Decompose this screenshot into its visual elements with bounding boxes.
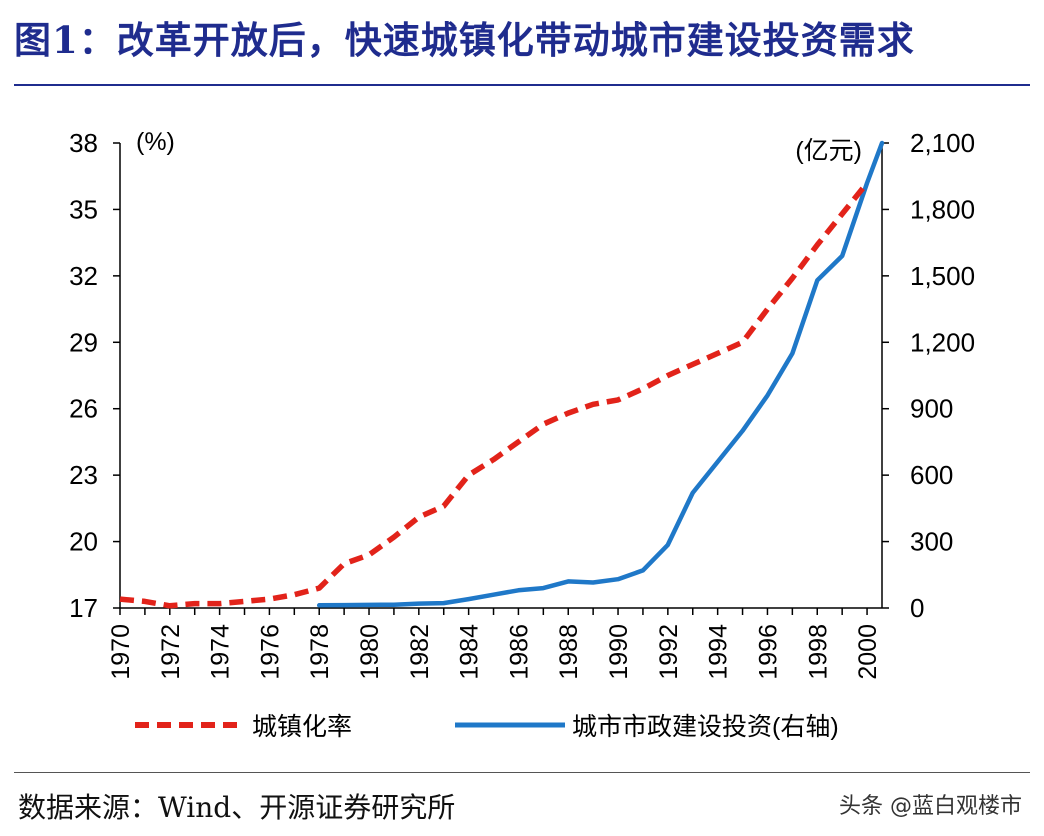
y-right-tick-label: 300 <box>910 527 953 557</box>
y-left-tick-label: 17 <box>69 593 98 623</box>
y-right-tick-label: 600 <box>910 460 953 490</box>
x-tick-label: 1998 <box>804 624 832 680</box>
x-tick-label: 1982 <box>406 624 434 680</box>
x-tick-label: 1970 <box>107 624 135 680</box>
x-tick-label: 1988 <box>555 624 583 680</box>
x-tick-label: 1976 <box>256 624 284 680</box>
chart-title: 图1：改革开放后，快速城镇化带动城市建设投资需求 <box>14 18 915 62</box>
y-left-tick-label: 29 <box>69 327 98 357</box>
x-tick-label: 1974 <box>207 624 235 680</box>
series-line-investment <box>316 140 885 608</box>
tick-marks <box>113 142 889 615</box>
y-left-tick-label: 20 <box>69 527 98 557</box>
y-axis-left-ticks: 38 35 32 29 26 23 20 17 <box>69 128 98 623</box>
legend-label-investment: 城市市政建设投资(右轴) <box>572 713 839 741</box>
y-left-tick-label: 38 <box>69 128 98 158</box>
footer-rule <box>14 772 1030 773</box>
y-left-tick-label: 23 <box>69 460 98 490</box>
x-tick-label: 1980 <box>356 624 384 680</box>
y-right-tick-label: 900 <box>910 394 953 424</box>
x-tick-label: 1972 <box>157 624 185 680</box>
y-right-tick-label: 1,200 <box>910 327 975 357</box>
y-left-tick-label: 26 <box>69 394 98 424</box>
legend-label-urbanization: 城镇化率 <box>252 713 352 741</box>
x-tick-label: 1996 <box>754 624 782 680</box>
y-left-tick-label: 35 <box>69 194 98 224</box>
x-tick-label: 1986 <box>505 624 533 680</box>
x-tick-label: 2000 <box>854 624 882 680</box>
series-line-urbanization <box>119 181 870 609</box>
x-tick-label: 1984 <box>456 624 484 680</box>
plot-frame <box>119 143 883 609</box>
x-axis-ticks: 1970 1972 1974 1976 1978 1980 1982 1984 1986 1988… <box>107 624 882 680</box>
x-tick-label: 1994 <box>705 624 733 680</box>
y-left-tick-label: 32 <box>69 261 98 291</box>
title-rule <box>14 84 1030 86</box>
watermark: 头条 @蓝白观楼市 <box>839 794 1022 819</box>
series-layer <box>119 140 885 609</box>
legend: 城镇化率 城市市政建设投资(右轴) <box>135 713 839 741</box>
y-right-tick-label: 1,500 <box>910 261 975 291</box>
x-tick-label: 1992 <box>655 624 683 680</box>
source-note: 数据来源：Wind、开源证券研究所 <box>18 791 456 824</box>
y-right-tick-label: 0 <box>910 593 924 623</box>
y-right-tick-label: 2,100 <box>910 128 975 158</box>
x-tick-label: 1990 <box>605 624 633 680</box>
y-axis-left-label: (%) <box>136 128 175 156</box>
y-axis-right-ticks: 2,100 1,800 1,500 1,200 900 600 300 0 <box>910 128 975 623</box>
y-axis-right-label: (亿元) <box>795 137 862 165</box>
x-tick-label: 1978 <box>306 624 334 680</box>
y-right-tick-label: 1,800 <box>910 194 975 224</box>
